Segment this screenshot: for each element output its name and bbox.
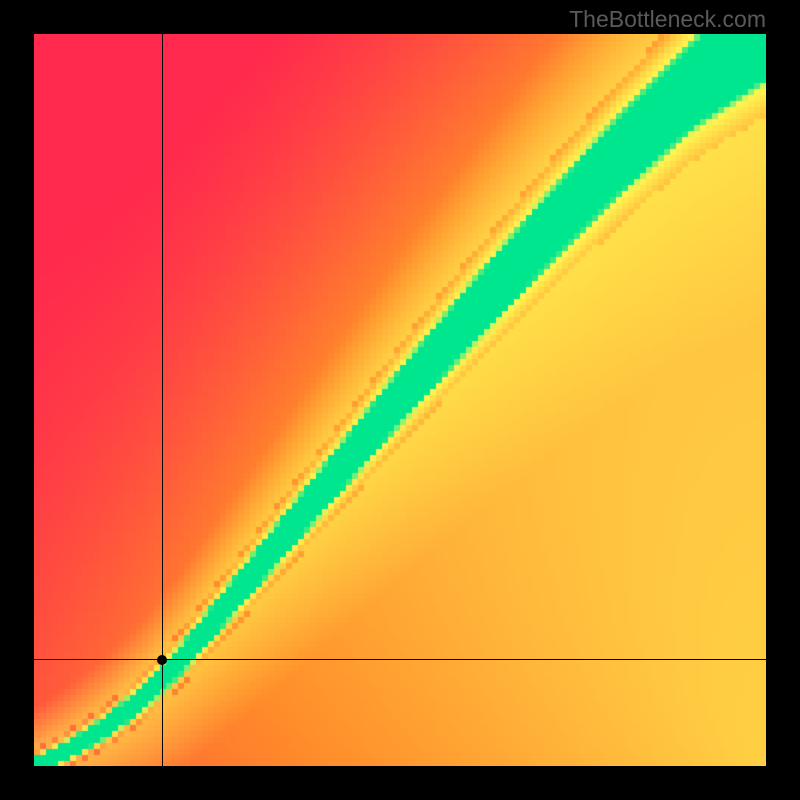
crosshair-marker-dot bbox=[157, 655, 167, 665]
crosshair-horizontal-line bbox=[34, 659, 766, 660]
bottleneck-heatmap bbox=[34, 34, 766, 766]
watermark-text: TheBottleneck.com bbox=[569, 6, 766, 33]
bottleneck-heatmap-container: { "watermark": { "text": "TheBottleneck.… bbox=[0, 0, 800, 800]
